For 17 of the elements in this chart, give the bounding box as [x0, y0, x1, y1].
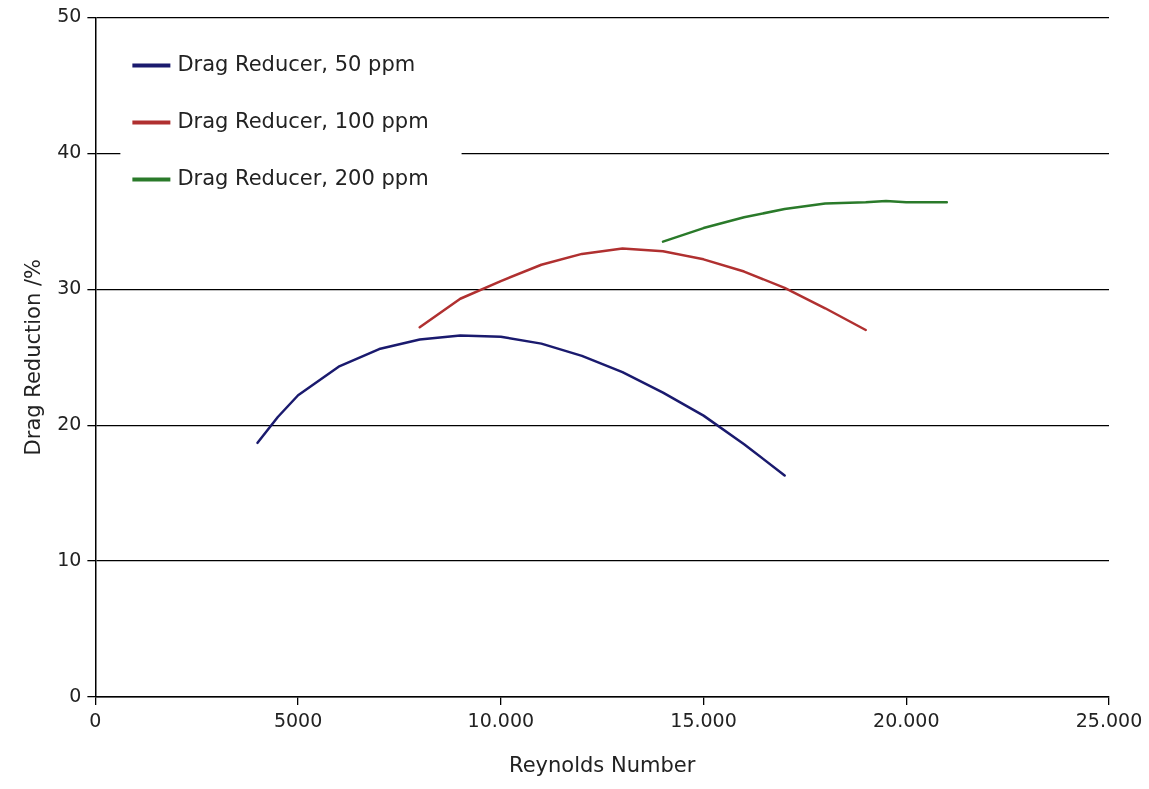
y-tick-label: 0: [69, 683, 82, 706]
x-tick-label: 15.000: [670, 709, 737, 732]
x-axis-title: Reynolds Number: [509, 752, 696, 777]
y-tick-label: 10: [57, 548, 82, 571]
legend-label: Drag Reducer, 100 ppm: [177, 108, 429, 133]
x-tick-label: 20.000: [873, 709, 940, 732]
y-axis-title: Drag Reduction /%: [21, 259, 46, 456]
y-tick-label: 30: [57, 276, 82, 299]
x-tick-label: 0: [89, 709, 102, 732]
x-tick-label: 10.000: [467, 709, 535, 732]
legend-label: Drag Reducer, 200 ppm: [177, 165, 429, 190]
y-tick-label: 50: [57, 4, 82, 27]
y-tick-label: 20: [57, 412, 82, 435]
y-tick-label: 40: [57, 140, 82, 163]
x-tick-label: 5000: [273, 709, 323, 732]
legend-label: Drag Reducer, 50 ppm: [177, 51, 416, 76]
x-tick-label: 25.000: [1075, 709, 1143, 732]
